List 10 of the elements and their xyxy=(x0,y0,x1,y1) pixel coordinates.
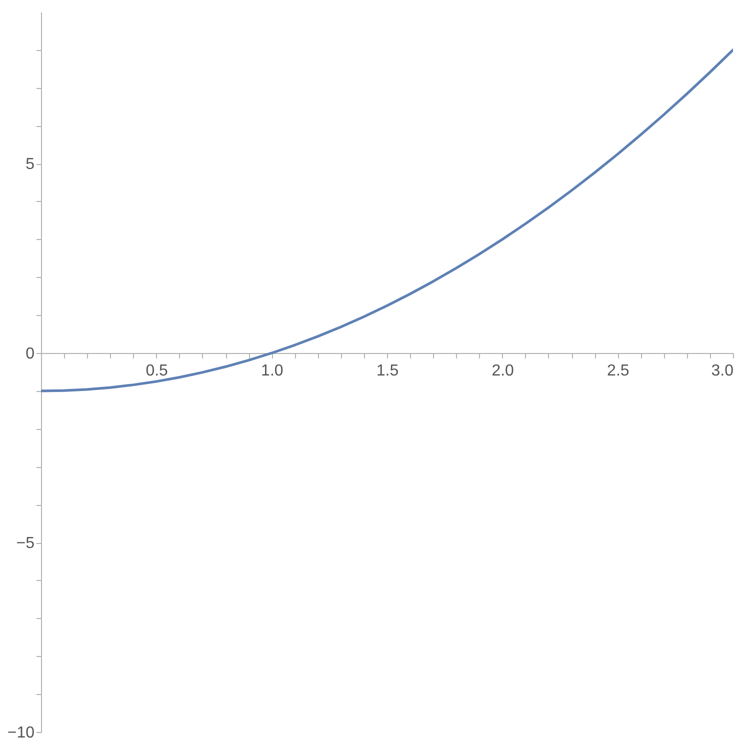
y-tick-label: 5 xyxy=(26,156,35,174)
x-tick-label: 1.5 xyxy=(376,362,399,380)
y-tick-label: 0 xyxy=(26,346,35,363)
x-tick-label: 0.5 xyxy=(146,362,168,380)
y-tick-label: −10 xyxy=(7,724,35,742)
x-tick-label: 3.0 xyxy=(711,362,734,380)
x-tick-label: 2.5 xyxy=(607,362,630,380)
x-tick-label: 2.0 xyxy=(492,362,514,380)
x-tick-label: 1.0 xyxy=(261,362,284,380)
y-tick-label: −5 xyxy=(16,535,35,552)
